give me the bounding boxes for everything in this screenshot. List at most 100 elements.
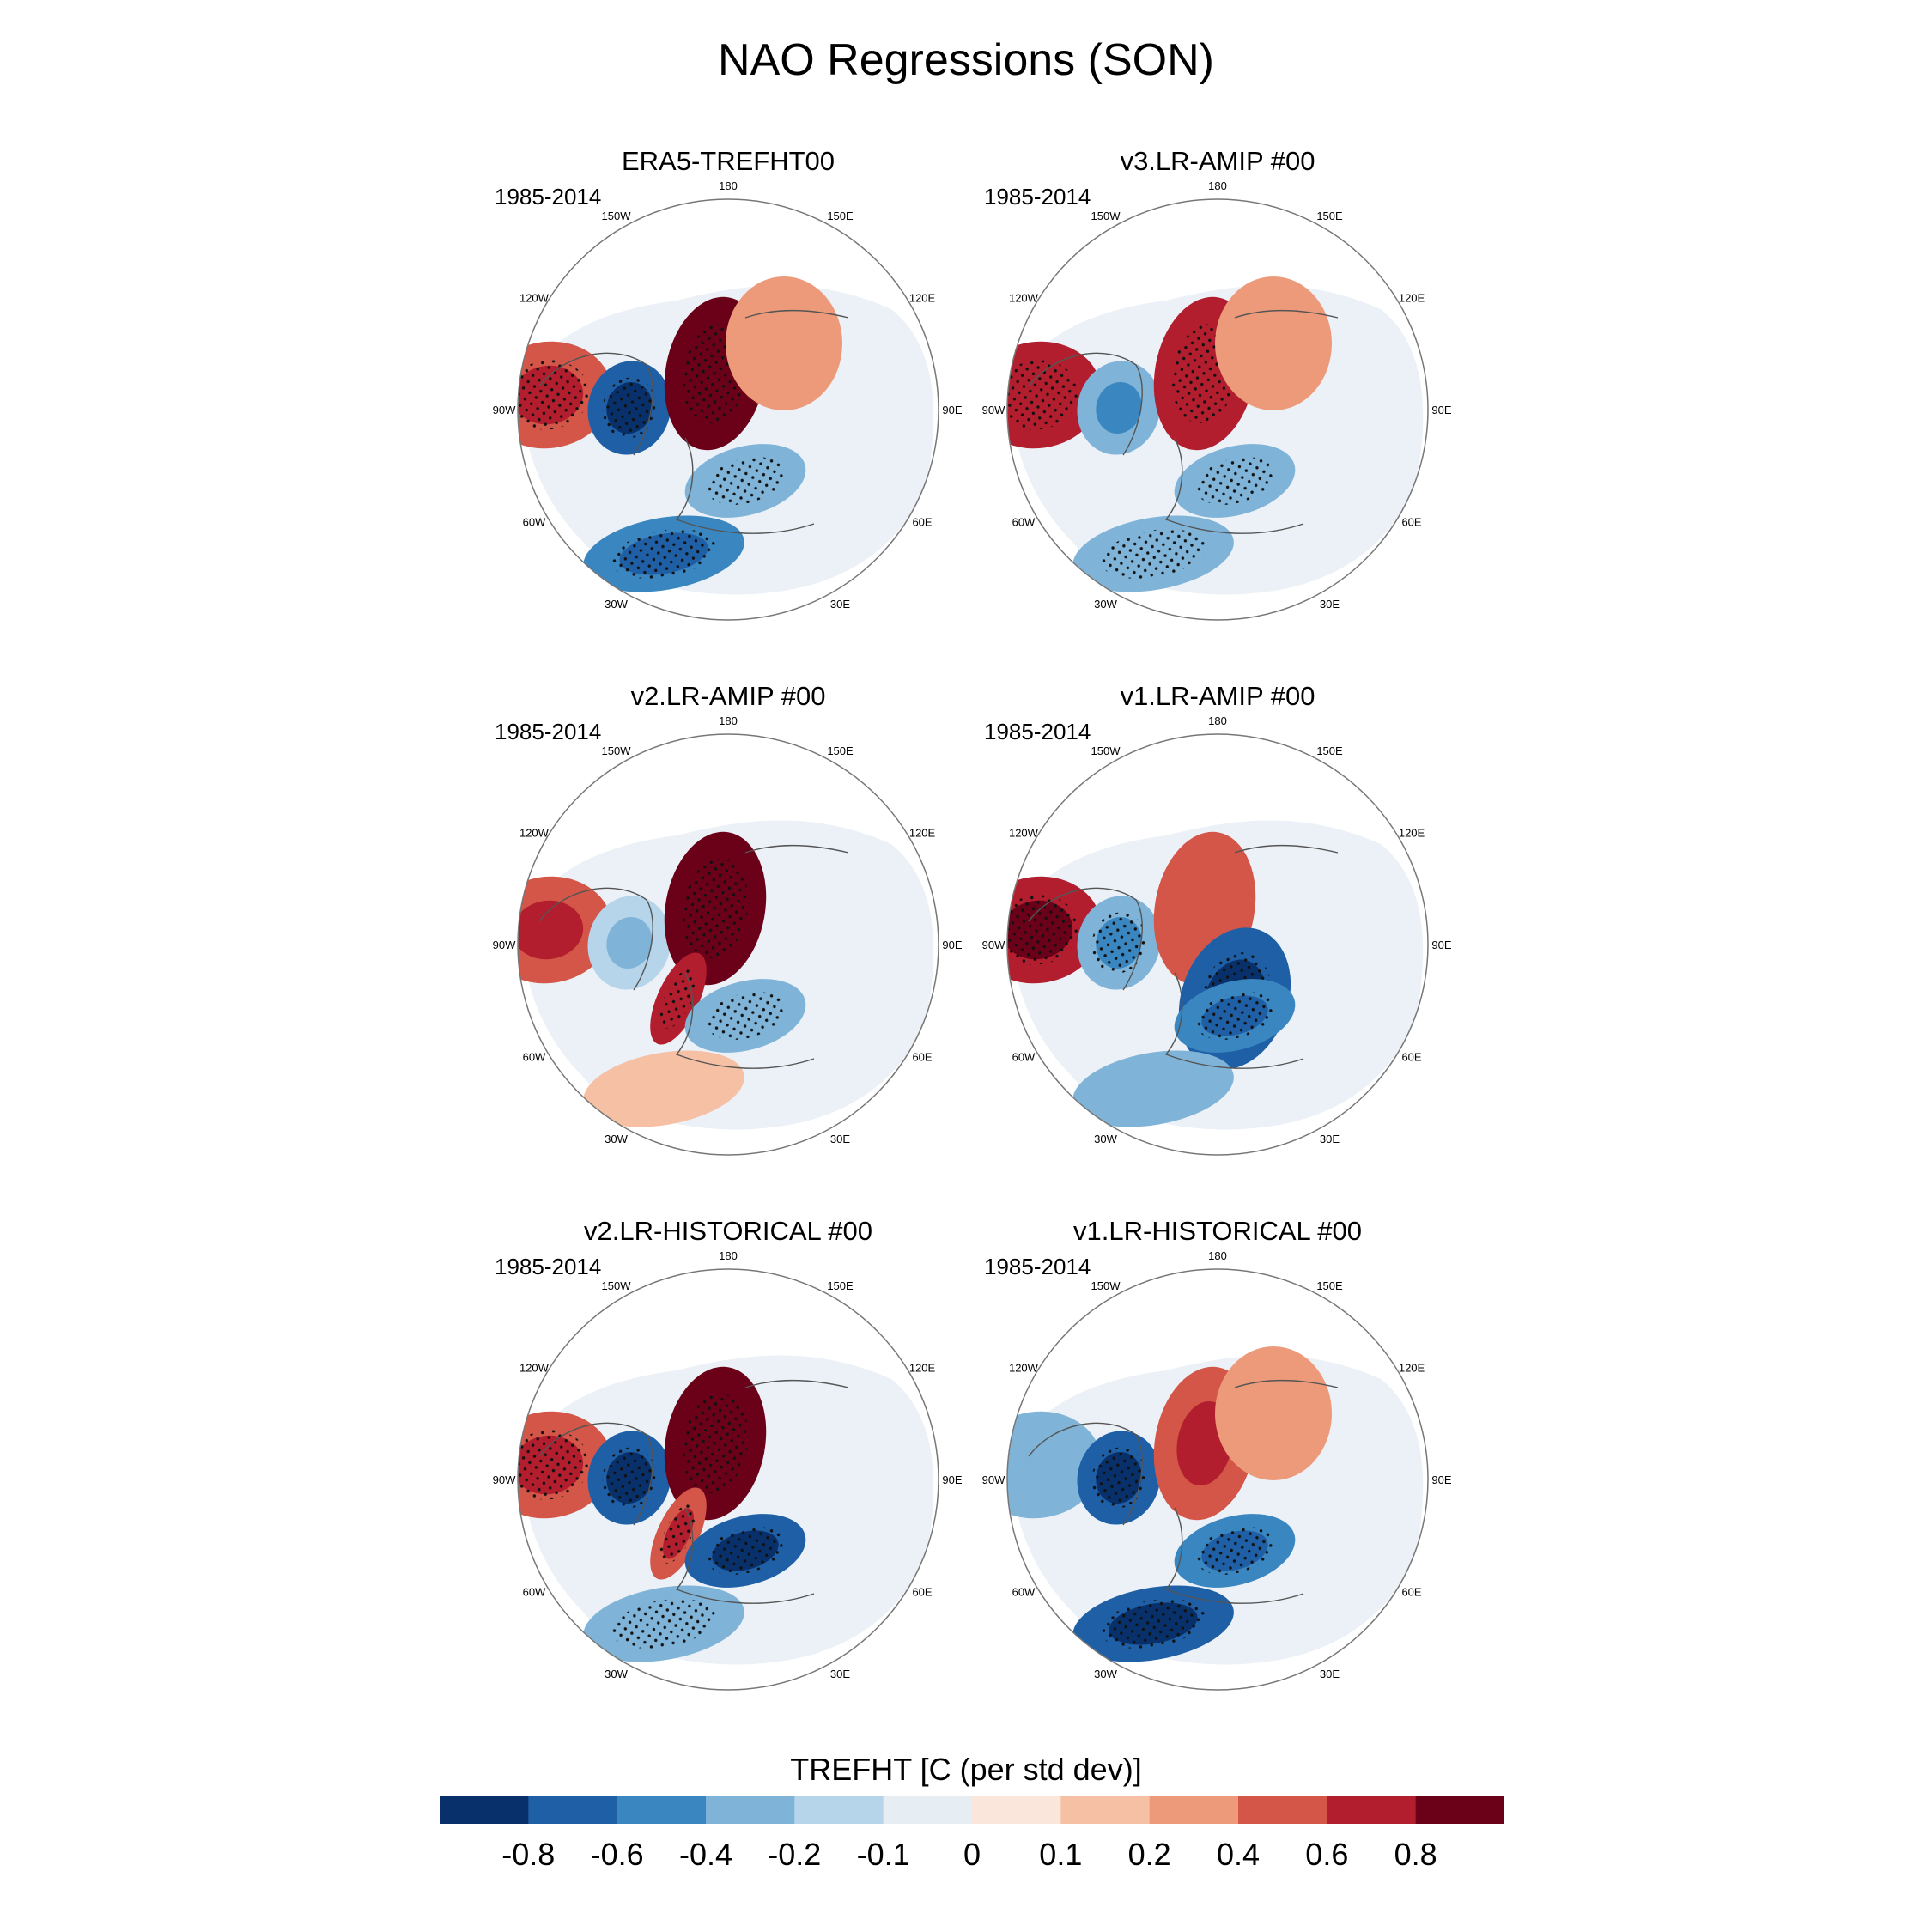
lon-label: 30W <box>1094 1668 1117 1680</box>
anomaly-core-1 <box>1096 381 1142 434</box>
colorbar-tick: 0.2 <box>1128 1837 1171 1872</box>
lon-label: 150W <box>602 744 632 757</box>
lon-label: 30E <box>830 598 850 611</box>
map-field <box>1007 1269 1428 1690</box>
colorbar-segment <box>883 1796 973 1824</box>
colorbar-tick: -0.2 <box>768 1837 821 1872</box>
colorbar-title: TREFHT [C (per std dev)] <box>790 1752 1142 1787</box>
panel-v3-amip: v3.LR-AMIP #00 1985-2014 180 150E 120E 90E 6… <box>977 146 1458 627</box>
panel-title: ERA5-TREFHT00 <box>621 146 835 176</box>
lon-label: 150W <box>1091 744 1121 757</box>
panel-era5: ERA5-TREFHT00 1985-2014 180 150E 120E 90E 60… <box>488 146 969 627</box>
lon-label: 30E <box>830 1133 850 1145</box>
stippling-0 <box>1007 895 1079 965</box>
lon-label: 30E <box>830 1668 850 1680</box>
panel-v1-amip: v1.LR-AMIP #00 1985-2014 180 150E 120E 90E 6… <box>977 681 1458 1162</box>
map-boundary <box>517 733 939 1156</box>
coastline <box>538 310 849 534</box>
colorbar-tick: 0.4 <box>1217 1837 1260 1872</box>
lon-label: 30W <box>605 1133 628 1145</box>
lon-label: 60W <box>523 516 546 529</box>
panel-period: 1985-2014 <box>984 184 1091 210</box>
figure-title: NAO Regressions (SON) <box>718 35 1214 85</box>
polar-map: 180150E120E90E60E30E030W60W90W120W150W <box>493 180 963 621</box>
colorbar-segment <box>1327 1796 1417 1824</box>
lon-label: 180 <box>1208 715 1227 727</box>
anomaly-core-3 <box>751 307 817 380</box>
polar-map: 180150E120E90E60E30E030W60W90W120W150W <box>982 715 1452 1156</box>
map-field <box>518 1269 939 1690</box>
panel-period: 1985-2014 <box>984 1254 1091 1279</box>
colorbar: -0.8 -0.6 -0.4 -0.2 -0.1 0 0.1 0.2 0.4 0.6 0.8 <box>440 1796 1504 1872</box>
colorbar-segment <box>1238 1796 1327 1824</box>
colorbar-tick: 0.6 <box>1305 1837 1348 1872</box>
colorbar-tick: -0.6 <box>591 1837 644 1872</box>
lon-label: 120W <box>1009 827 1039 840</box>
lon-label: 60E <box>912 516 932 529</box>
lon-label: 120E <box>1399 827 1425 840</box>
colorbar-tick: -0.1 <box>857 1837 910 1872</box>
panel-title: v2.LR-AMIP #00 <box>630 681 826 711</box>
panel-period: 1985-2014 <box>495 719 602 744</box>
map-boundary <box>1006 198 1429 621</box>
colorbar-segment <box>440 1796 529 1824</box>
colorbar-tick: -0.8 <box>501 1837 555 1872</box>
stippling-4 <box>1195 457 1274 505</box>
panel-v2-amip: v2.LR-AMIP #00 1985-2014 180 150E 120E 90E 6… <box>488 681 969 1162</box>
stippling-4 <box>1195 1527 1274 1575</box>
lon-label: 180 <box>1208 180 1227 192</box>
anomaly-core-0 <box>1007 1435 1073 1495</box>
polar-map: 180150E120E90E60E30E030W60W90W120W150W <box>982 1250 1452 1691</box>
lon-label: 120W <box>1009 1362 1039 1375</box>
map-boundary <box>517 198 939 621</box>
lon-label: 90E <box>942 1473 962 1486</box>
lon-label: 120W <box>519 1362 550 1375</box>
colorbar-segment <box>794 1796 884 1824</box>
colorbar-tick: 0 <box>963 1837 981 1872</box>
lon-label: 150E <box>1316 744 1343 757</box>
lon-label: 90E <box>1431 1473 1451 1486</box>
stippling-1 <box>1091 1447 1146 1509</box>
panel-period: 1985-2014 <box>984 719 1091 744</box>
lon-label: 180 <box>719 180 738 192</box>
colorbar-segment <box>1415 1796 1504 1824</box>
lon-label: 150W <box>602 210 632 222</box>
stippling-4 <box>706 457 785 505</box>
panel-title: v2.LR-HISTORICAL #00 <box>584 1216 872 1246</box>
stippling-4 <box>706 1527 785 1575</box>
stippling-3 <box>659 969 697 1029</box>
stippling-5 <box>611 1599 716 1649</box>
lon-label: 120W <box>519 292 550 305</box>
colorbar-segment <box>528 1796 618 1824</box>
lon-label: 120E <box>1399 292 1425 305</box>
lon-label: 150E <box>1316 1279 1343 1292</box>
lon-label: 30E <box>1320 598 1340 611</box>
lon-label: 120E <box>909 1362 936 1375</box>
stippling-4 <box>1195 992 1274 1040</box>
lon-label: 180 <box>719 1250 738 1262</box>
map-field <box>1007 199 1428 620</box>
anomaly-core-5 <box>1109 1067 1198 1110</box>
lon-label: 120W <box>1009 292 1039 305</box>
colorbar-tick: 0.1 <box>1039 1837 1082 1872</box>
lon-label: 90E <box>1431 939 1451 951</box>
colorbar-segment <box>706 1796 795 1824</box>
coastline <box>538 845 849 1069</box>
map-field <box>518 734 939 1155</box>
lon-label: 120E <box>909 827 936 840</box>
lon-label: 60W <box>523 1051 546 1064</box>
lon-label: 150E <box>827 210 854 222</box>
stippling-0 <box>518 360 590 430</box>
colorbar-tick: -0.4 <box>679 1837 732 1872</box>
colorbar-tick: 0.8 <box>1394 1837 1437 1872</box>
lon-label: 90W <box>982 404 1005 416</box>
lon-label: 90E <box>942 404 962 416</box>
lon-label: 60W <box>1012 516 1036 529</box>
anomaly-core-2 <box>1176 866 1233 951</box>
lon-label: 90W <box>982 1473 1005 1486</box>
stippling-3 <box>659 1504 697 1564</box>
lon-label: 90W <box>493 1473 516 1486</box>
lon-label: 120E <box>1399 1362 1425 1375</box>
stippling-1 <box>602 377 657 439</box>
lon-label: 90W <box>493 404 516 416</box>
